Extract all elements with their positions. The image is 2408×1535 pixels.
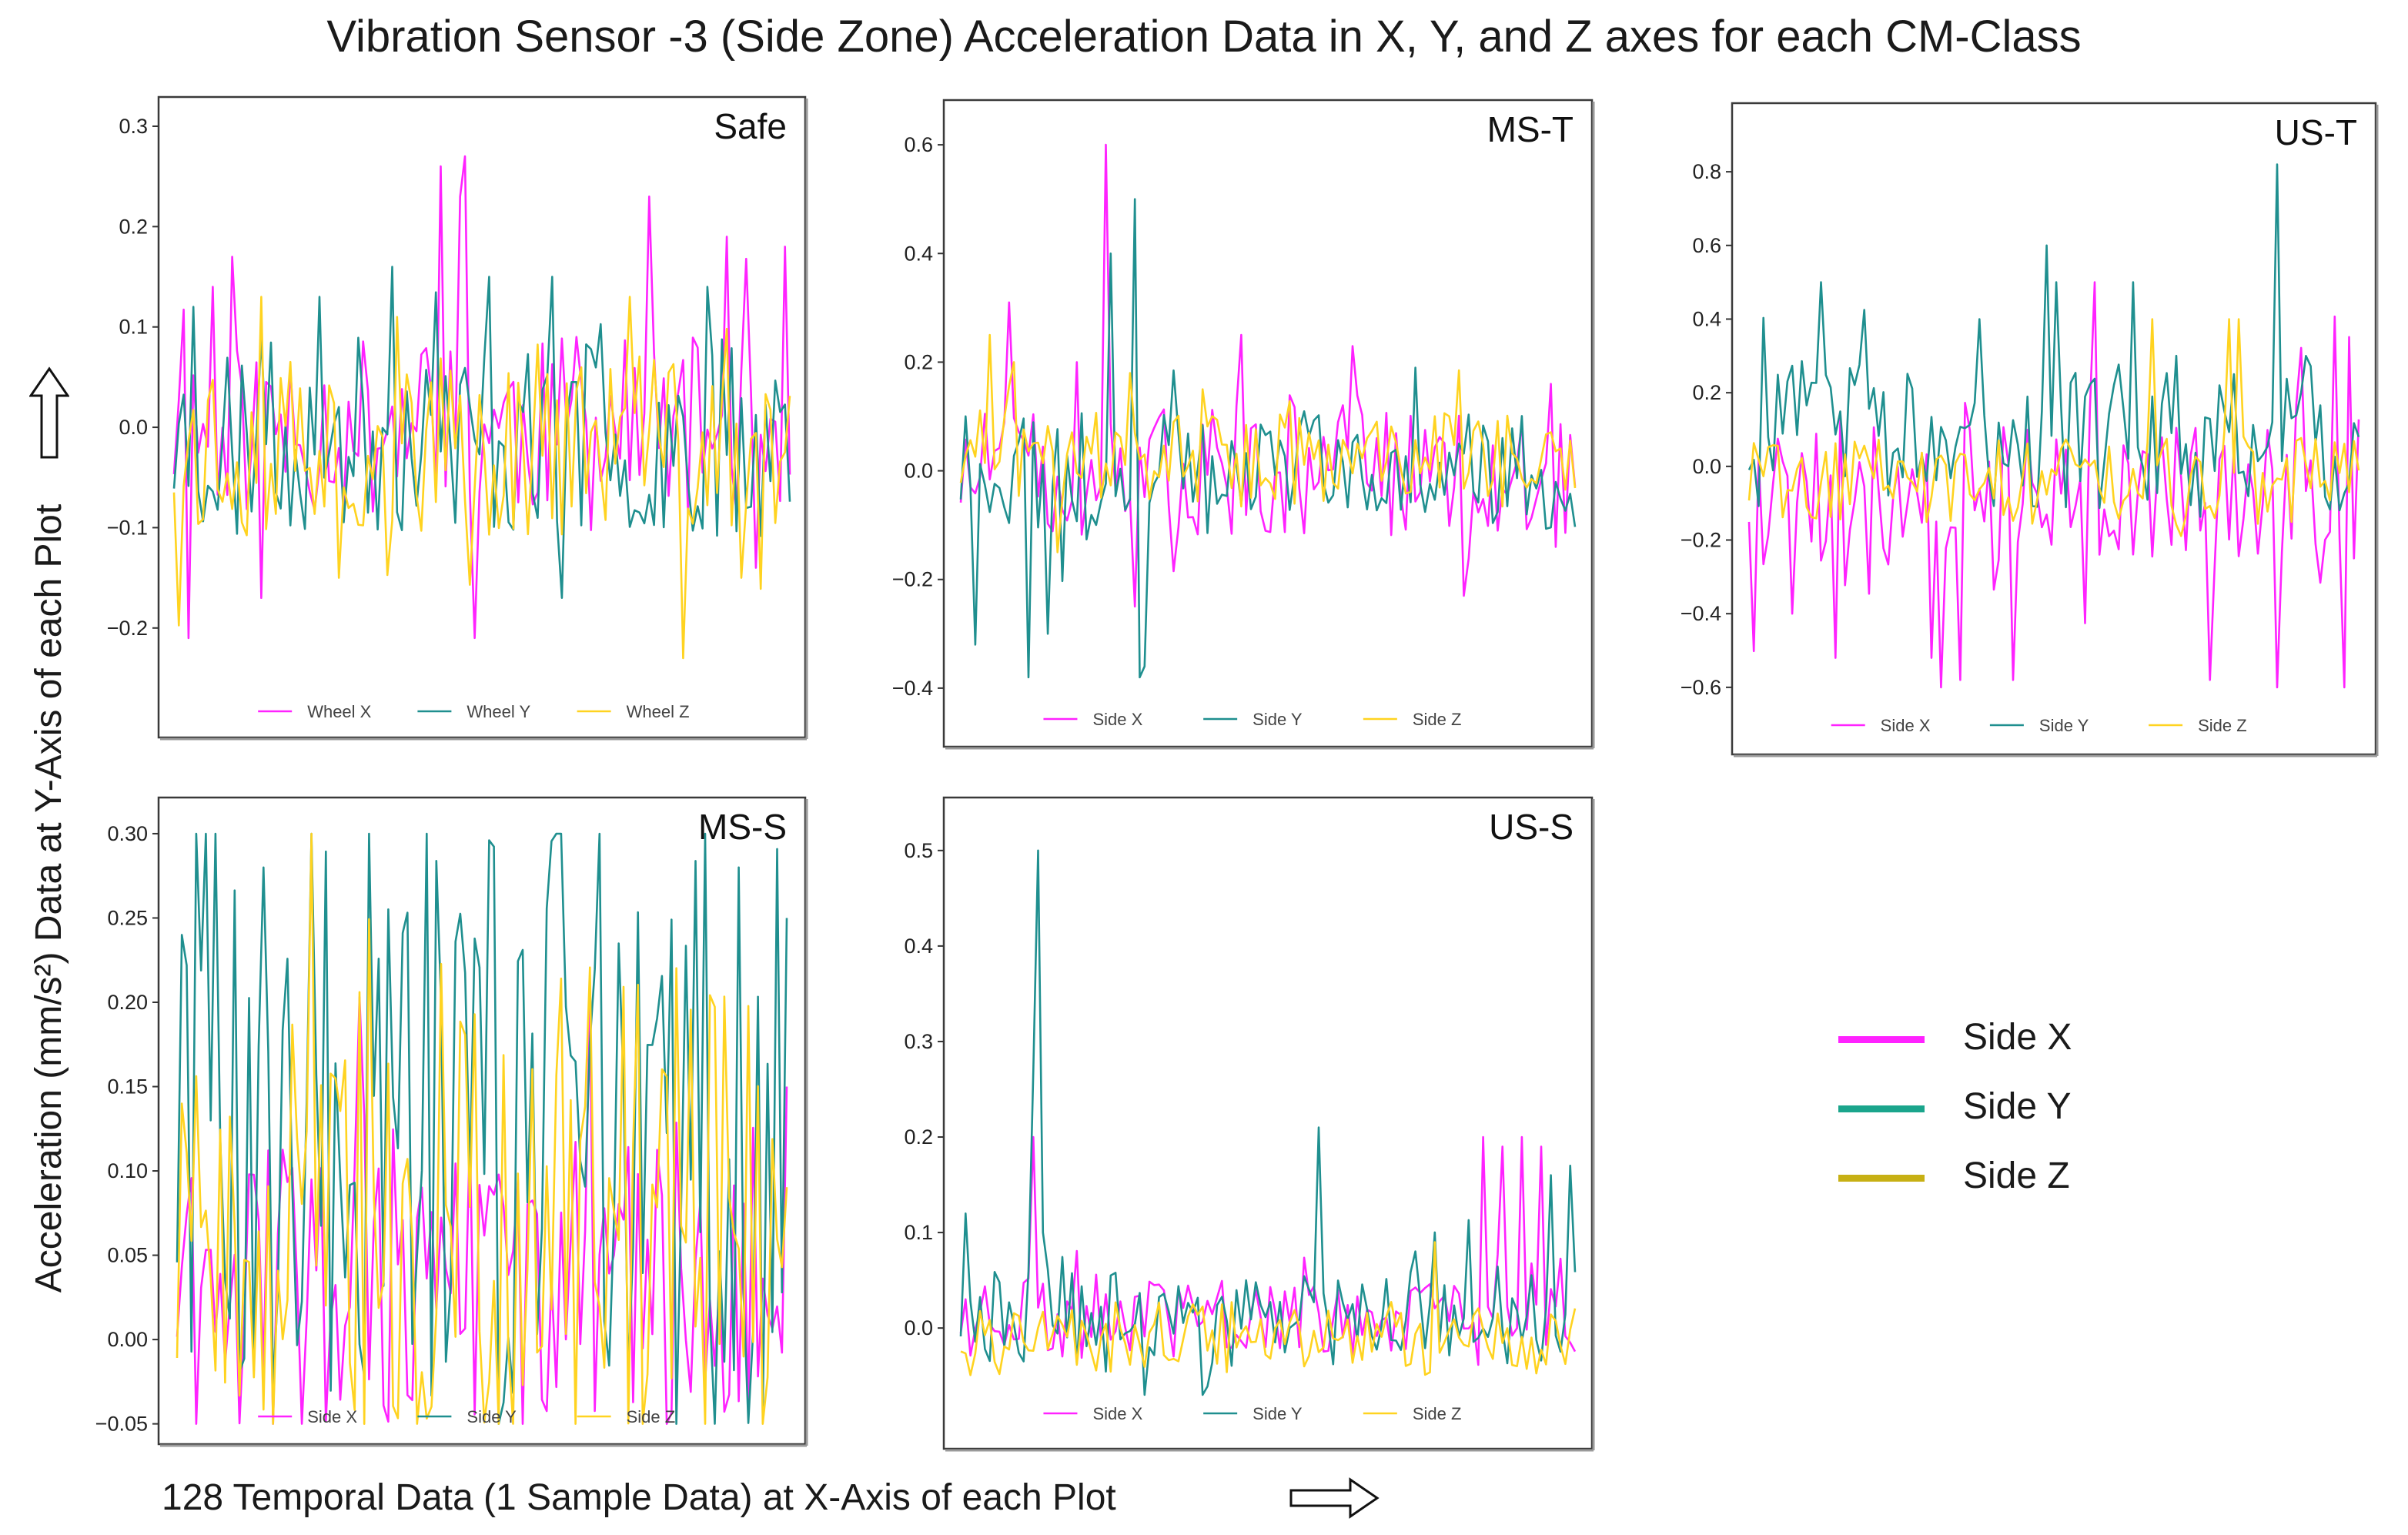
legend-label: Side Z [1413, 710, 1462, 729]
legend-label-side-y: Side Y [1963, 1086, 2072, 1127]
y-tick-label: 0.4 [904, 935, 933, 958]
y-tick-label: −0.2 [107, 617, 148, 640]
chart-ms-t: −0.4 −0.2 0.0 0.2 0.4 0.6 MS-T Side X Side Y Side… [892, 99, 1595, 750]
panel-title: MS-T [1487, 109, 1574, 149]
legend-label: Side Z [1413, 1404, 1462, 1423]
panel-title: Safe [714, 106, 787, 146]
chart-safe: −0.2 −0.1 0.0 0.1 0.2 0.3 Safe Wheel X Wheel Y Wh… [107, 95, 808, 741]
y-tick-label: 0.25 [107, 906, 148, 929]
y-tick-label: 0.0 [904, 460, 933, 483]
legend-label: Side X [1092, 1404, 1142, 1423]
x-axis-label: 128 Temporal Data (1 Sample Data) at X-A… [162, 1477, 1116, 1518]
y-tick-label: 0.2 [904, 350, 933, 373]
y-tick-label: −0.4 [892, 677, 933, 700]
y-tick-label: 0.6 [904, 133, 933, 156]
y-tick-label: 0.2 [119, 215, 148, 238]
legend-label: Side Y [467, 1407, 517, 1426]
y-tick-label: −0.2 [892, 568, 933, 591]
y-tick-label: 0.0 [1692, 455, 1721, 478]
panel-title: US-S [1489, 807, 1574, 847]
legend-label-side-z: Side Z [1963, 1155, 2070, 1196]
panel-title: US-T [2275, 112, 2357, 152]
panel-title: MS-S [698, 807, 787, 847]
y-tick-label: 0.4 [1692, 307, 1721, 330]
series-line-side-y [1747, 163, 2360, 518]
series-line-side-z [960, 1241, 1577, 1376]
y-tick-label: 0.20 [107, 991, 148, 1014]
legend-label: Wheel X [307, 702, 371, 721]
legend-label: Side X [1881, 716, 1931, 735]
y-tick-label: 0.15 [107, 1075, 148, 1099]
y-tick-label: 0.0 [904, 1316, 933, 1339]
legend-label: Wheel Z [627, 702, 690, 721]
series-group [172, 155, 791, 660]
legend-label: Side X [1092, 710, 1142, 729]
chart-ms-s: −0.05 0.00 0.05 0.10 0.15 0.20 0.25 0.30 MS-S Sid… [95, 796, 808, 1447]
plot-frame [942, 796, 1594, 1450]
legend-label: Side Z [627, 1407, 676, 1426]
series-line-side-z [176, 832, 788, 1425]
y-tick-label: −0.05 [95, 1413, 148, 1436]
y-tick-label: 0.4 [904, 242, 933, 265]
y-tick-label: −0.2 [1681, 529, 1721, 552]
y-tick-label: 0.5 [904, 839, 933, 862]
series-line-side-x [1747, 281, 2360, 689]
y-tick-label: 0.8 [1692, 160, 1721, 183]
y-tick-label: 0.3 [119, 115, 148, 138]
panel-us-s: 0.0 0.1 0.2 0.3 0.4 0.5 US-S Side X Side Y Side Z [878, 793, 1601, 1452]
y-tick-label: 0.30 [107, 822, 148, 845]
y-tick-label: −0.6 [1681, 676, 1721, 699]
y-tick-label: 0.1 [119, 316, 148, 339]
series-group [176, 832, 788, 1425]
series-group [959, 849, 1577, 1396]
series-line-side-z [959, 333, 1577, 553]
series-line-wheel-x [172, 155, 791, 640]
series-line-side-z [1747, 318, 2360, 537]
y-tick-label: −0.1 [107, 516, 148, 539]
legend-swatch-side-z [1838, 1175, 1925, 1182]
up-arrow-icon [29, 366, 69, 459]
legend-swatch-side-x [1838, 1036, 1925, 1043]
legend-label: Side Y [1252, 710, 1303, 729]
plot-frame [157, 796, 807, 1446]
y-tick-label: 0.00 [107, 1328, 148, 1351]
plot-frame [942, 99, 1594, 748]
series-line-side-y [959, 198, 1577, 679]
legend-label: Side Y [2039, 716, 2089, 735]
y-tick-label: 0.0 [119, 416, 148, 439]
legend-label-side-x: Side X [1963, 1017, 2072, 1058]
series-group [959, 143, 1577, 679]
panel-safe: −0.2 −0.1 0.0 0.1 0.2 0.3 Safe Wheel X Wheel Y Wh… [100, 89, 821, 744]
y-axis-label: Acceleration (mm/s²) Data at Y-Axis of e… [28, 503, 69, 1293]
y-tick-label: 0.1 [904, 1221, 933, 1244]
legend-label: Side Z [2198, 716, 2247, 735]
y-tick-label: 0.05 [107, 1244, 148, 1267]
y-tick-label: 0.2 [904, 1125, 933, 1149]
legend-label: Wheel Y [467, 702, 530, 721]
y-tick-label: 0.10 [107, 1159, 148, 1182]
series-line-side-y [176, 832, 788, 1425]
figure-title: Vibration Sensor -3 (Side Zone) Accelera… [326, 12, 2082, 62]
y-tick-label: 0.2 [1692, 381, 1721, 404]
y-tick-label: 0.6 [1692, 234, 1721, 257]
y-tick-label: 0.3 [904, 1030, 933, 1053]
panel-us-t: −0.6 −0.4 −0.2 0.0 0.2 0.4 0.6 0.8 US-T Side X Sid… [1647, 89, 2386, 759]
panel-ms-t: −0.4 −0.2 0.0 0.2 0.4 0.6 MS-T Side X Side Y Side… [878, 89, 1601, 751]
legend-label: Side X [307, 1407, 357, 1426]
series-line-side-x [959, 143, 1577, 608]
series-group [1747, 163, 2360, 689]
y-tick-label: −0.4 [1681, 602, 1721, 625]
right-arrow-icon [1289, 1477, 1380, 1519]
legend-label: Side Y [1252, 1404, 1303, 1423]
series-line-wheel-z [172, 296, 791, 660]
chart-us-s: 0.0 0.1 0.2 0.3 0.4 0.5 US-S Side X Side Y Side Z [904, 796, 1595, 1452]
panel-ms-s: −0.05 0.00 0.05 0.10 0.15 0.20 0.25 0.30 MS-S Sid… [95, 793, 821, 1447]
chart-us-t: −0.6 −0.4 −0.2 0.0 0.2 0.4 0.6 0.8 US-T Side X Sid… [1681, 102, 2379, 757]
legend-swatch-side-y [1838, 1105, 1925, 1112]
